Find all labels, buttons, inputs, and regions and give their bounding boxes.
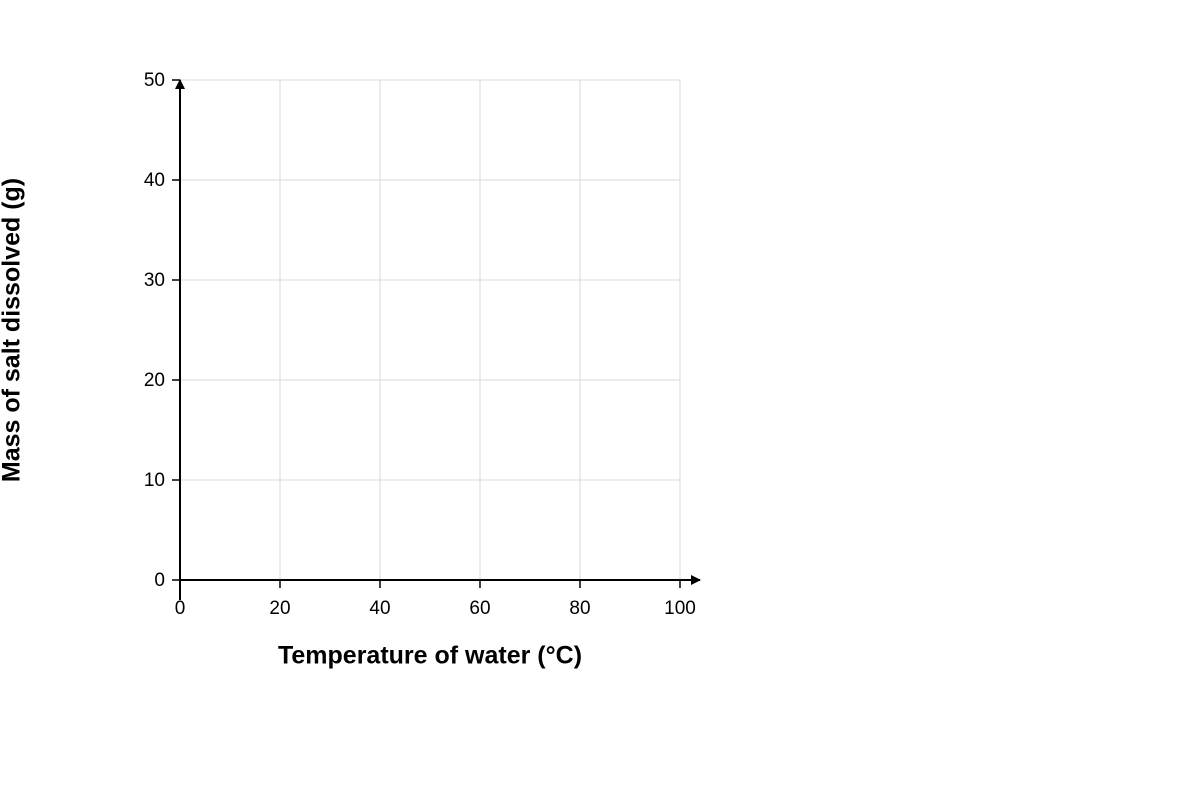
x-tick-label: 60 bbox=[469, 598, 490, 619]
y-tick-label: 40 bbox=[144, 170, 165, 191]
x-tick-label: 40 bbox=[369, 598, 390, 619]
axes: 0 20 40 60 80 100 0 10 20 30 40 50 bbox=[144, 70, 701, 619]
y-tick-label: 0 bbox=[154, 570, 165, 591]
x-axis-label: Temperature of water (°C) bbox=[278, 642, 582, 670]
grid bbox=[179, 79, 681, 581]
y-tick-label: 50 bbox=[144, 70, 165, 91]
x-tick-label: 20 bbox=[269, 598, 290, 619]
x-tick-label: 80 bbox=[569, 598, 590, 619]
y-tick-label: 10 bbox=[144, 470, 165, 491]
y-tick-label: 20 bbox=[144, 370, 165, 391]
x-tick-label: 100 bbox=[664, 598, 696, 619]
x-tick-label: 0 bbox=[175, 598, 186, 619]
y-tick-label: 30 bbox=[144, 270, 165, 291]
y-axis-label: Mass of salt dissolved (g) bbox=[0, 178, 26, 482]
